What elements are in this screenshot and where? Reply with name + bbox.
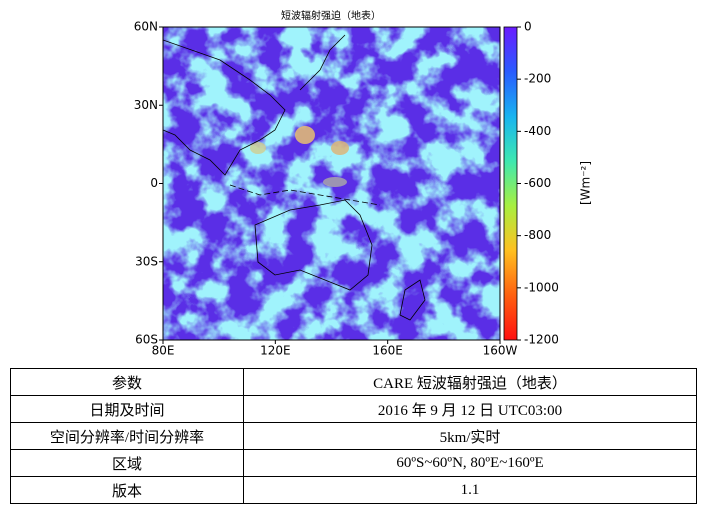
colorbar-tick-label: -800 (524, 228, 551, 242)
row-header: 参数 (10, 368, 244, 396)
map-image (163, 27, 500, 340)
x-tick-label: 160W (483, 344, 518, 358)
y-tick-label: 30N (134, 98, 158, 112)
coastline (254, 199, 373, 291)
coastline (299, 34, 346, 91)
row-header: 版本 (10, 476, 244, 504)
row-header: 区域 (10, 449, 244, 477)
y-tick-label: 60N (134, 20, 158, 34)
table-row: 区域 60ºS~60ºN, 80ºE~160ºE (10, 449, 697, 477)
map-title: 短波辐射强迫（地表） (281, 9, 381, 22)
coastline (229, 184, 381, 206)
y-tick-label: 30S (135, 254, 158, 268)
coastline (163, 39, 286, 176)
colorbar-tick-label: -200 (524, 72, 551, 86)
row-header: 空间分辨率/时间分辨率 (10, 422, 244, 450)
row-value: 5km/实时 (243, 422, 697, 450)
colorbar-tick-label: -1000 (524, 280, 559, 294)
x-tick-label: 80E (152, 344, 175, 358)
colorbar-label: [Wm⁻²] (579, 161, 593, 205)
row-value: 60ºS~60ºN, 80ºE~160ºE (243, 449, 697, 477)
row-value: 1.1 (243, 476, 697, 504)
cloud (323, 177, 347, 187)
row-value: 2016 年 9 月 12 日 UTC03:00 (243, 395, 697, 423)
colorbar-tick-label: -600 (524, 176, 551, 190)
table-row: 参数 CARE 短波辐射强迫（地表） (10, 368, 697, 396)
coastline (399, 279, 426, 321)
y-tick-label: 60S (135, 333, 158, 347)
table-row: 日期及时间 2016 年 9 月 12 日 UTC03:00 (10, 395, 697, 423)
y-tick-label: 0 (150, 176, 158, 190)
storm (331, 141, 349, 155)
table-row: 空间分辨率/时间分辨率 5km/实时 (10, 422, 697, 450)
x-tick-label: 120E (260, 344, 291, 358)
info-table: 参数 CARE 短波辐射强迫（地表） 日期及时间 2016 年 9 月 12 日 UT… (10, 368, 697, 504)
colorbar-tick-label: -400 (524, 124, 551, 138)
colorbar-tick-label: 0 (524, 20, 532, 34)
colorbar (503, 26, 518, 341)
storm (250, 142, 266, 154)
row-header: 日期及时间 (10, 395, 244, 423)
storm (295, 126, 315, 144)
table-row: 版本 1.1 (10, 476, 697, 504)
x-tick-label: 160E (372, 344, 403, 358)
row-value: CARE 短波辐射强迫（地表） (243, 368, 697, 396)
colorbar-tick-label: -1200 (524, 333, 559, 347)
